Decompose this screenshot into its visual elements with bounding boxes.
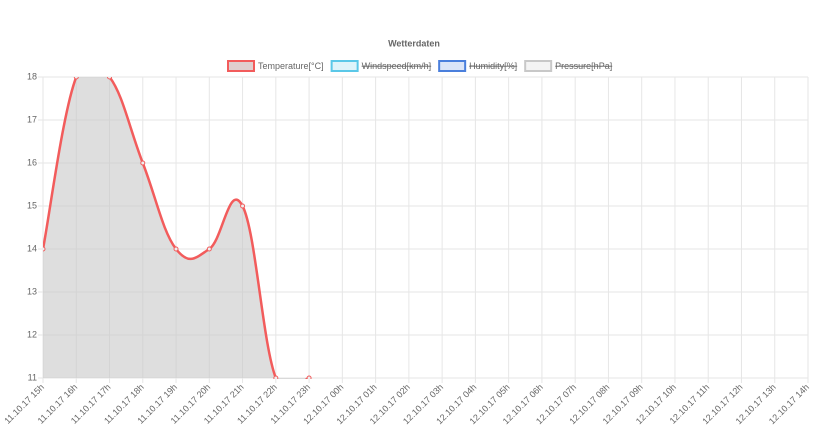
legend-swatch bbox=[330, 60, 359, 72]
point bbox=[73, 77, 79, 80]
legend-swatch bbox=[227, 60, 255, 72]
point bbox=[107, 77, 113, 80]
area-fill bbox=[43, 77, 310, 379]
legend-label[interactable]: Windspeed[km/h] bbox=[362, 61, 432, 71]
point bbox=[206, 246, 212, 252]
y-tick-label: 13 bbox=[27, 286, 37, 296]
y-tick-label: 12 bbox=[27, 329, 37, 339]
point bbox=[140, 160, 146, 166]
point bbox=[240, 203, 246, 209]
legend-label[interactable]: Humidity[%] bbox=[469, 61, 517, 71]
plot bbox=[43, 77, 312, 379]
y-tick-label: 18 bbox=[27, 71, 37, 81]
y-tick-label: 16 bbox=[27, 157, 37, 167]
y-tick-label: 11 bbox=[28, 372, 37, 382]
y-tick-label: 14 bbox=[27, 243, 37, 253]
legend-label[interactable]: Pressure[hPa] bbox=[555, 61, 612, 71]
y-tick-label: 17 bbox=[27, 114, 37, 124]
y-tick-label: 15 bbox=[27, 200, 37, 210]
point bbox=[273, 375, 279, 379]
point bbox=[173, 246, 179, 252]
point bbox=[306, 375, 312, 379]
legend-swatch bbox=[524, 60, 553, 72]
point bbox=[43, 246, 46, 252]
legend-swatch bbox=[438, 60, 467, 72]
legend-label[interactable]: Temperature[°C] bbox=[258, 61, 324, 71]
chart-title: Wetterdaten bbox=[388, 38, 440, 48]
